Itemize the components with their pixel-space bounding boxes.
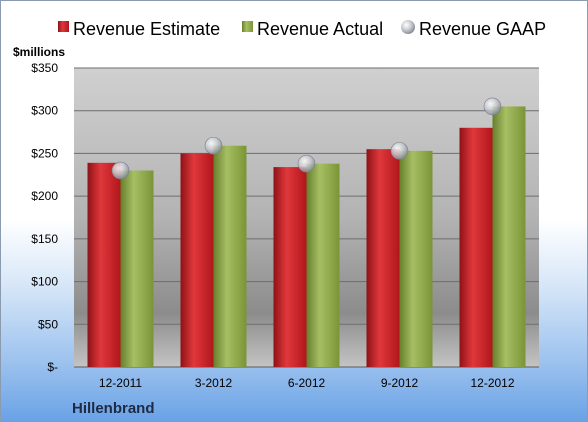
revenue-estimate-bar — [366, 149, 400, 367]
revenue-actual-bar — [492, 106, 526, 367]
y-tick-label: $250 — [31, 146, 58, 160]
y-tick-label: $350 — [31, 61, 58, 75]
revenue-gaap-marker — [111, 161, 130, 180]
revenue-gaap-marker — [297, 154, 316, 173]
legend-label-revenue-estimate: Revenue Estimate — [73, 19, 220, 39]
legend: Revenue Estimate Revenue Actual Revenue … — [58, 19, 546, 39]
y-tick-label: $300 — [31, 104, 58, 118]
y-tick-label: $50 — [38, 317, 58, 331]
x-tick-label: 9-2012 — [381, 376, 419, 390]
revenue-actual-bar — [306, 163, 340, 367]
company-label: Hillenbrand — [72, 400, 155, 417]
revenue-actual-bar — [213, 145, 247, 367]
y-tick-label: $150 — [31, 232, 58, 246]
revenue-estimate-bar — [273, 167, 307, 367]
x-tick-label: 6-2012 — [288, 376, 326, 390]
revenue-estimate-bar — [180, 153, 214, 367]
revenue-gaap-marker — [483, 97, 502, 116]
y-tick-label: $- — [47, 360, 58, 374]
y-tick-label: $100 — [31, 275, 58, 289]
x-tick-label: 12-2011 — [99, 376, 142, 390]
x-tick-label: 12-2012 — [470, 376, 514, 390]
bars — [87, 106, 526, 367]
revenue-estimate-bar — [459, 127, 493, 367]
legend-swatch-revenue-actual — [242, 21, 253, 32]
y-unit-label: $millions — [13, 45, 65, 59]
x-tick-label: 3-2012 — [195, 376, 233, 390]
revenue-actual-bar — [120, 170, 154, 367]
revenue-actual-bar — [399, 150, 433, 367]
y-axis-ticks: $- $50 $100 $150 $200 $250 $300 $350 — [31, 61, 58, 374]
revenue-gaap-marker — [204, 136, 223, 155]
revenue-estimate-bar — [87, 162, 121, 367]
legend-label-revenue-gaap: Revenue GAAP — [419, 19, 546, 39]
gaap-markers — [111, 97, 502, 180]
y-tick-label: $200 — [31, 189, 58, 203]
x-axis-ticks: 12-2011 3-2012 6-2012 9-2012 12-2012 — [99, 376, 515, 390]
revenue-gaap-marker — [390, 142, 409, 160]
legend-label-revenue-actual: Revenue Actual — [257, 19, 383, 39]
legend-swatch-revenue-gaap — [401, 20, 415, 34]
legend-swatch-revenue-estimate — [58, 21, 69, 32]
